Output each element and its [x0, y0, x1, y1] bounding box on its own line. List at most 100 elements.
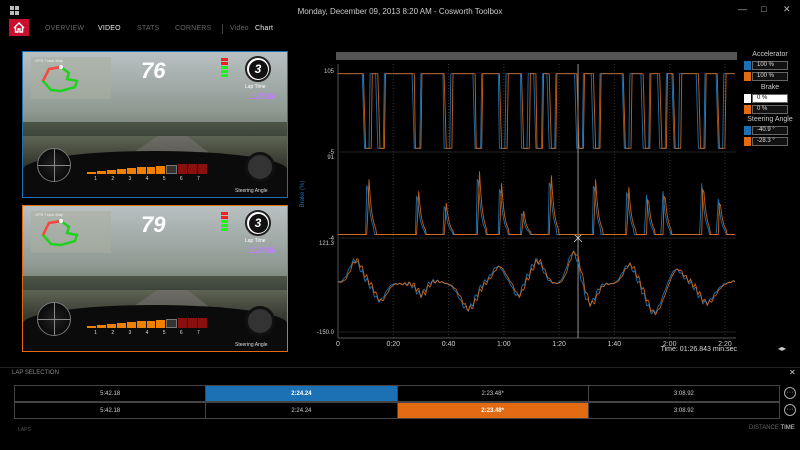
series-line-brake-b: [338, 171, 735, 235]
y-tick-bottom: -150.0: [317, 330, 335, 336]
track-map-icon: [41, 65, 79, 93]
lap-cell[interactable]: 2:24.24: [206, 403, 398, 418]
legend-title-brake: Brake: [760, 84, 780, 91]
gear-indicator: 3: [245, 56, 271, 82]
legend-accelerator-a: 100 %: [744, 61, 788, 70]
cursor-marker-icon: [573, 233, 583, 243]
gps-track-map: [31, 211, 111, 253]
gps-track-map: [31, 57, 111, 99]
title-bar: Monday, December 09, 2013 8:20 AM - Cosw…: [0, 0, 800, 20]
steering-label: Steering Angle: [235, 342, 268, 348]
map-label: GPS Track Map: [35, 212, 64, 217]
subtab-chart[interactable]: Chart: [255, 25, 274, 32]
lap-row-a: 5:42.18 2:24.24 2:23.48* 3:08.92: [14, 385, 780, 402]
y-tick-top: 105: [324, 69, 335, 75]
lap-time-value: 1:28.80: [249, 92, 277, 101]
x-tick-label: 1:40: [608, 341, 622, 348]
lap-cell-selected[interactable]: 2:23.48*: [397, 403, 589, 418]
lap-time-label: Lap Time: [245, 84, 266, 90]
track-map-icon: [41, 219, 79, 247]
legend-steering-a: -40.9 °: [744, 126, 788, 135]
series-line-steering-angle-b: [338, 250, 736, 316]
tab-overview[interactable]: OVERVIEW: [45, 25, 85, 32]
lap-cell[interactable]: 3:08.92: [673, 390, 694, 397]
rpm-bar: [87, 164, 208, 174]
lap-time-value: 1:28.80: [249, 246, 277, 255]
chart-lines: [337, 73, 736, 316]
window-title: Monday, December 09, 2013 8:20 AM - Cosw…: [297, 7, 503, 16]
g-force-meter: [37, 302, 71, 336]
x-tick-label: 2:20: [718, 341, 732, 348]
lap-cell[interactable]: 3:08.92: [673, 407, 694, 414]
distance-time-toggle[interactable]: DISTANCE TIME: [749, 425, 795, 431]
tab-stats[interactable]: STATS: [137, 25, 160, 32]
shift-lights: [218, 58, 230, 80]
legend-steering-b: -28.3 °: [744, 137, 788, 146]
home-icon: [13, 22, 25, 33]
lap-row-b: 5:42.18 2:24.24 2:23.48* 3:08.92: [14, 402, 780, 419]
x-tick-label: 1:00: [497, 341, 511, 348]
lap-cell[interactable]: 5:42.18: [15, 386, 207, 401]
lap-time-label: Lap Time: [245, 238, 266, 244]
speed-readout: 76: [141, 58, 166, 83]
gear-value: 3: [248, 59, 268, 79]
minimize-button[interactable]: —: [738, 4, 747, 14]
expand-icon[interactable]: ◂▸: [778, 344, 787, 353]
tab-corners[interactable]: CORNERS: [175, 25, 212, 32]
x-tick-label: 0:20: [386, 341, 400, 348]
legend-title-steering: Steering Angle: [747, 116, 793, 123]
steering-wheel-icon: [245, 306, 275, 336]
video-treeline: [23, 275, 287, 293]
laps-label: LAPS: [18, 427, 31, 433]
series-line-accelerator-b: [338, 73, 735, 149]
maximize-button[interactable]: □: [761, 4, 767, 14]
chart-axes: 0 0:20 0:40 1:00 1:20 1:40 2:00 2:20 105 -591 -412…: [317, 64, 736, 348]
steering-label: Steering Angle: [235, 188, 268, 194]
map-label: GPS Track Map: [35, 58, 64, 63]
x-tick-label: 0:40: [442, 341, 456, 348]
y-tick-top: 121.3: [319, 241, 335, 247]
legend-brake-b: 0 %: [744, 105, 788, 114]
telemetry-chart[interactable]: 0 0:20 0:40 1:00 1:20 1:40 2:00 2:20 105 -591 -412…: [296, 52, 742, 356]
g-force-meter: [37, 148, 71, 182]
lap-cell-selected[interactable]: 2:24.24: [206, 386, 398, 401]
legend-title-accelerator: Accelerator: [752, 51, 788, 58]
lap-cell[interactable]: 2:23.48*: [398, 386, 589, 401]
chart-scrollbar[interactable]: [336, 52, 737, 60]
distance-option[interactable]: DISTANCE: [749, 425, 779, 431]
time-option[interactable]: TIME: [780, 425, 795, 431]
close-button[interactable]: ✕: [783, 4, 791, 14]
lap-selection-header: [0, 367, 800, 381]
nav-divider: [222, 24, 223, 34]
video-treeline: [23, 121, 287, 139]
lap-row-a-more-button[interactable]: ···: [784, 387, 796, 399]
gear-indicator: 3: [245, 210, 271, 236]
shift-lights: [218, 212, 230, 234]
steering-wheel-icon: [245, 152, 275, 182]
lap-cell[interactable]: 5:42.18: [15, 403, 207, 418]
lap-selection-title: LAP SELECTION: [12, 370, 59, 376]
app-menu-icon[interactable]: [10, 6, 19, 15]
x-tick-label: 2:00: [663, 341, 677, 348]
gear-value: 3: [248, 213, 268, 233]
legend-accelerator-b: 100 %: [744, 72, 788, 81]
x-tick-label: 0: [336, 341, 340, 348]
y-tick-top: 91: [327, 155, 334, 161]
legend-brake-a: 0 %: [744, 94, 788, 103]
subtab-video[interactable]: Video: [230, 25, 249, 32]
cursor-time-readout: Time: 01:26.843 min:sec: [661, 346, 738, 353]
tab-video[interactable]: VIDEO: [98, 25, 121, 32]
lap-row-b-more-button[interactable]: ···: [784, 404, 796, 416]
y-axis-label-brake: Brake (%): [300, 181, 306, 208]
rpm-bar: [87, 318, 208, 328]
x-tick-label: 1:20: [552, 341, 566, 348]
lap-selection-close-button[interactable]: ✕: [789, 368, 796, 377]
y-tick-bottom: -4: [329, 236, 335, 242]
home-button[interactable]: [9, 19, 29, 36]
speed-readout: 79: [141, 212, 166, 237]
y-tick-bottom: -5: [329, 150, 335, 156]
